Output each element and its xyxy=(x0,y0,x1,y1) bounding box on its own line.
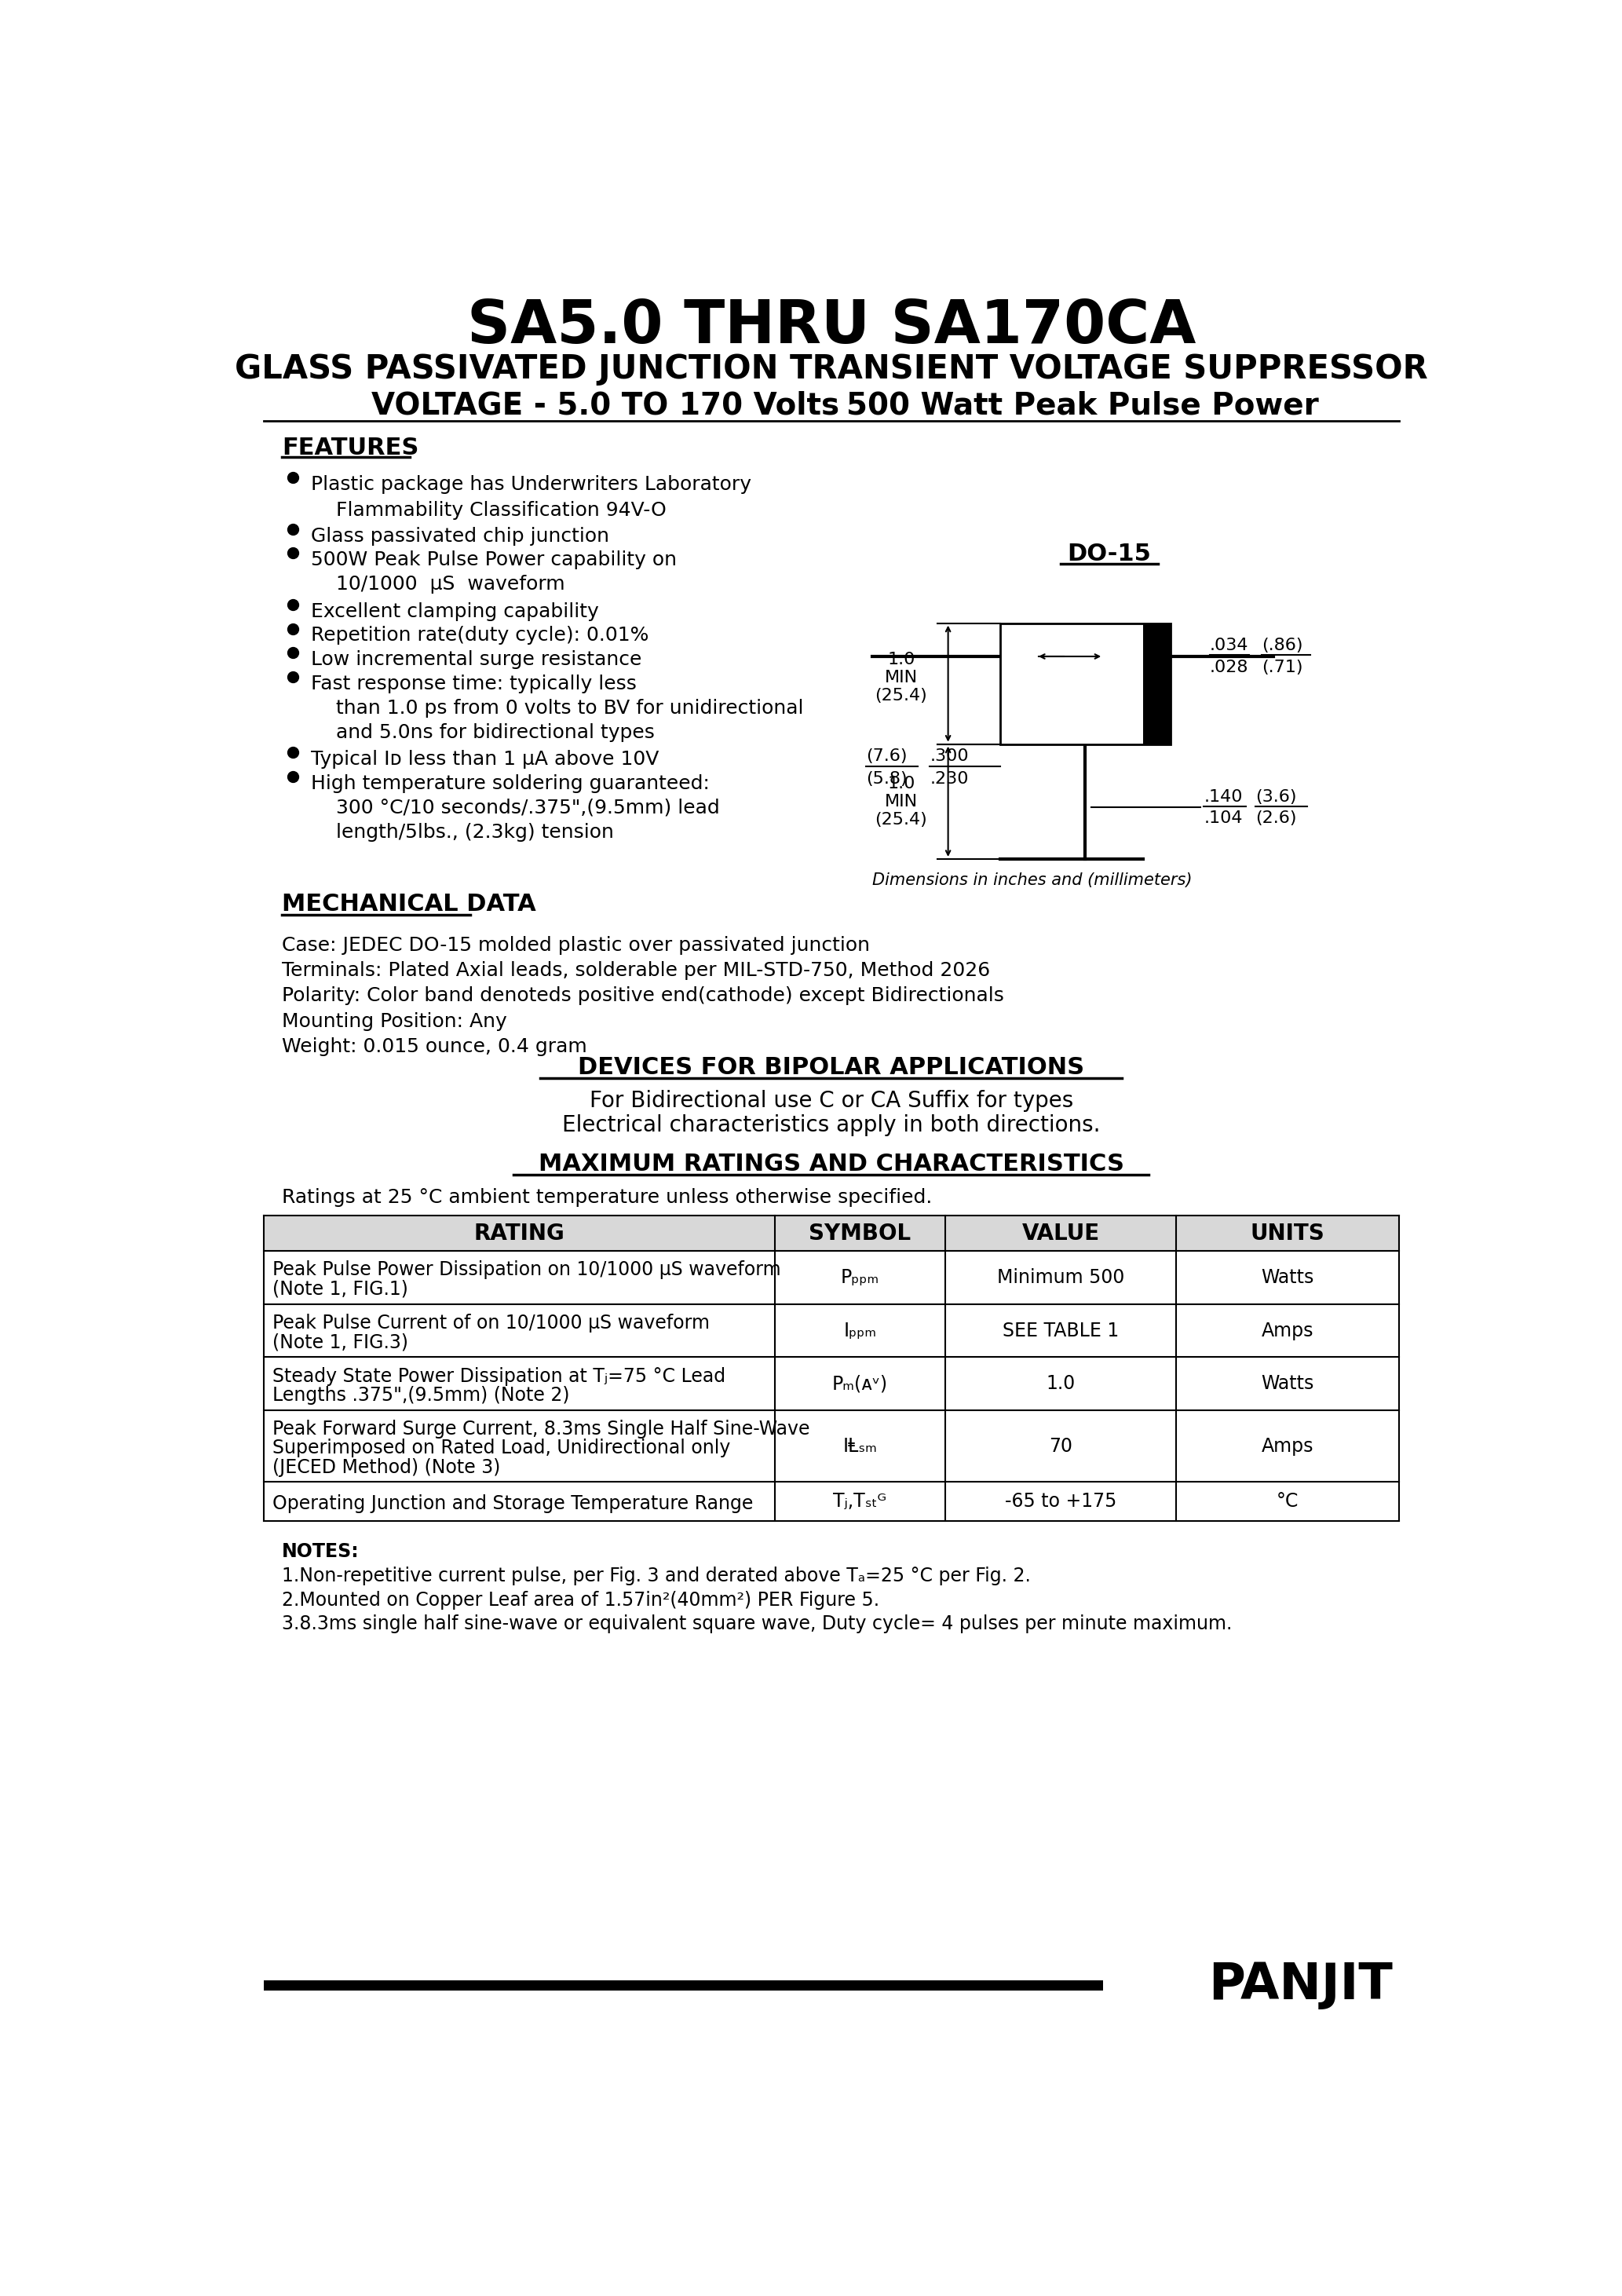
Bar xyxy=(1144,622,1169,744)
Text: .140: .140 xyxy=(1204,790,1242,804)
Text: .230: .230 xyxy=(929,771,968,788)
Text: -65 to +175: -65 to +175 xyxy=(1004,1492,1116,1511)
Text: Watts: Watts xyxy=(1262,1375,1314,1394)
Text: Amps: Amps xyxy=(1262,1437,1314,1456)
Text: 70: 70 xyxy=(1049,1437,1072,1456)
Text: Amps: Amps xyxy=(1262,1320,1314,1341)
Text: Mounting Position: Any: Mounting Position: Any xyxy=(282,1013,508,1031)
Text: (5.8): (5.8) xyxy=(866,771,907,788)
Bar xyxy=(264,1215,1398,1251)
Text: (7.6): (7.6) xyxy=(866,748,907,765)
Text: Peak Pulse Power Dissipation on 10/1000 µS waveform: Peak Pulse Power Dissipation on 10/1000 … xyxy=(272,1261,782,1279)
Text: .034: .034 xyxy=(1210,638,1249,654)
Bar xyxy=(999,622,1169,744)
Text: .028: .028 xyxy=(1210,659,1249,675)
Text: 2.Mounted on Copper Leaf area of 1.57in²(40mm²) PER Figure 5.: 2.Mounted on Copper Leaf area of 1.57in²… xyxy=(282,1591,879,1609)
Text: (.71): (.71) xyxy=(1262,659,1302,675)
Text: °C: °C xyxy=(1277,1492,1299,1511)
Text: and 5.0ns for bidirectional types: and 5.0ns for bidirectional types xyxy=(311,723,655,742)
Text: .300: .300 xyxy=(929,748,968,765)
Text: Glass passivated chip junction: Glass passivated chip junction xyxy=(311,528,610,546)
Text: SA5.0 THRU SA170CA: SA5.0 THRU SA170CA xyxy=(467,298,1195,356)
Text: VALUE: VALUE xyxy=(1022,1221,1100,1244)
Text: RATING: RATING xyxy=(474,1221,564,1244)
Text: 3.8.3ms single half sine-wave or equivalent square wave, Duty cycle= 4 pulses pe: 3.8.3ms single half sine-wave or equival… xyxy=(282,1614,1233,1635)
Text: Pₘ(ᴀᵛ): Pₘ(ᴀᵛ) xyxy=(832,1375,887,1394)
Text: Operating Junction and Storage Temperature Range: Operating Junction and Storage Temperatu… xyxy=(272,1495,754,1513)
Text: Watts: Watts xyxy=(1262,1267,1314,1286)
Text: Case: JEDEC DO-15 molded plastic over passivated junction: Case: JEDEC DO-15 molded plastic over pa… xyxy=(282,937,869,955)
Text: (2.6): (2.6) xyxy=(1255,810,1296,827)
Text: (.86): (.86) xyxy=(1262,638,1302,654)
Text: Flammability Classification 94V-O: Flammability Classification 94V-O xyxy=(311,501,667,519)
Text: 1.Non-repetitive current pulse, per Fig. 3 and derated above Tₐ=25 °C per Fig. 2: 1.Non-repetitive current pulse, per Fig.… xyxy=(282,1566,1030,1584)
Text: (Note 1, FIG.1): (Note 1, FIG.1) xyxy=(272,1279,409,1300)
Text: IⱠₛₘ: IⱠₛₘ xyxy=(843,1437,878,1456)
Text: 10/1000  µS  waveform: 10/1000 µS waveform xyxy=(311,574,564,595)
Text: 500 Watt Peak Pulse Power: 500 Watt Peak Pulse Power xyxy=(847,390,1319,420)
Text: Peak Pulse Current of on 10/1000 µS waveform: Peak Pulse Current of on 10/1000 µS wave… xyxy=(272,1313,710,1332)
Text: 1.0: 1.0 xyxy=(1046,1375,1075,1394)
Text: Excellent clamping capability: Excellent clamping capability xyxy=(311,602,599,620)
Text: GLASS PASSIVATED JUNCTION TRANSIENT VOLTAGE SUPPRESSOR: GLASS PASSIVATED JUNCTION TRANSIENT VOLT… xyxy=(235,354,1427,386)
Text: Dimensions in inches and (millimeters): Dimensions in inches and (millimeters) xyxy=(873,872,1192,889)
Text: Superimposed on Rated Load, Unidirectional only: Superimposed on Rated Load, Unidirection… xyxy=(272,1440,732,1458)
Text: MAXIMUM RATINGS AND CHARACTERISTICS: MAXIMUM RATINGS AND CHARACTERISTICS xyxy=(539,1153,1124,1176)
Text: High temperature soldering guaranteed:: High temperature soldering guaranteed: xyxy=(311,774,710,792)
Text: For Bidirectional use C or CA Suffix for types: For Bidirectional use C or CA Suffix for… xyxy=(589,1091,1074,1111)
Text: Steady State Power Dissipation at Tⱼ=75 °C Lead: Steady State Power Dissipation at Tⱼ=75 … xyxy=(272,1366,725,1387)
Text: Plastic package has Underwriters Laboratory: Plastic package has Underwriters Laborat… xyxy=(311,475,751,494)
Text: (Note 1, FIG.3): (Note 1, FIG.3) xyxy=(272,1334,409,1352)
Text: Typical Iᴅ less than 1 µA above 10V: Typical Iᴅ less than 1 µA above 10V xyxy=(311,751,659,769)
Text: 300 °C/10 seconds/.375",(9.5mm) lead: 300 °C/10 seconds/.375",(9.5mm) lead xyxy=(311,799,720,817)
Text: SEE TABLE 1: SEE TABLE 1 xyxy=(1002,1320,1119,1341)
Text: than 1.0 ps from 0 volts to BV for unidirectional: than 1.0 ps from 0 volts to BV for unidi… xyxy=(311,698,803,719)
Text: Low incremental surge resistance: Low incremental surge resistance xyxy=(311,650,642,668)
Text: Iₚₚₘ: Iₚₚₘ xyxy=(843,1320,876,1341)
Text: Electrical characteristics apply in both directions.: Electrical characteristics apply in both… xyxy=(563,1114,1100,1137)
Text: Peak Forward Surge Current, 8.3ms Single Half Sine-Wave: Peak Forward Surge Current, 8.3ms Single… xyxy=(272,1419,809,1437)
Text: VOLTAGE - 5.0 TO 170 Volts: VOLTAGE - 5.0 TO 170 Volts xyxy=(371,390,839,420)
Text: (3.6): (3.6) xyxy=(1255,790,1296,804)
Text: (JECED Method) (Note 3): (JECED Method) (Note 3) xyxy=(272,1458,501,1476)
Text: 1.0
MIN
(25.4): 1.0 MIN (25.4) xyxy=(874,776,928,827)
Text: Ratings at 25 °C ambient temperature unless otherwise specified.: Ratings at 25 °C ambient temperature unl… xyxy=(282,1187,933,1208)
Text: NOTES:: NOTES: xyxy=(282,1543,360,1561)
Text: Polarity: Color band denoteds positive end(cathode) except Bidirectionals: Polarity: Color band denoteds positive e… xyxy=(282,987,1004,1006)
Text: SYMBOL: SYMBOL xyxy=(809,1221,912,1244)
Text: Pₚₚₘ: Pₚₚₘ xyxy=(840,1267,879,1286)
Text: MECHANICAL DATA: MECHANICAL DATA xyxy=(282,893,535,916)
Bar xyxy=(264,1981,1103,1991)
Text: Lengths .375",(9.5mm) (Note 2): Lengths .375",(9.5mm) (Note 2) xyxy=(272,1387,569,1405)
Text: Tⱼ,Tₛₜᴳ: Tⱼ,Tₛₜᴳ xyxy=(834,1492,887,1511)
Text: 500W Peak Pulse Power capability on: 500W Peak Pulse Power capability on xyxy=(311,551,676,569)
Text: 1.0
MIN
(25.4): 1.0 MIN (25.4) xyxy=(874,652,928,703)
Text: Minimum 500: Minimum 500 xyxy=(998,1267,1124,1286)
Text: DEVICES FOR BIPOLAR APPLICATIONS: DEVICES FOR BIPOLAR APPLICATIONS xyxy=(577,1056,1085,1079)
Text: UNITS: UNITS xyxy=(1251,1221,1325,1244)
Text: FEATURES: FEATURES xyxy=(282,436,418,459)
Text: Repetition rate(duty cycle): 0.01%: Repetition rate(duty cycle): 0.01% xyxy=(311,627,649,645)
Text: Weight: 0.015 ounce, 0.4 gram: Weight: 0.015 ounce, 0.4 gram xyxy=(282,1038,587,1056)
Text: .104: .104 xyxy=(1204,810,1242,827)
Text: length/5lbs., (2.3kg) tension: length/5lbs., (2.3kg) tension xyxy=(311,822,615,843)
Text: PANJIT: PANJIT xyxy=(1208,1961,1393,2009)
Text: Fast response time: typically less: Fast response time: typically less xyxy=(311,675,637,693)
Text: DO-15: DO-15 xyxy=(1067,542,1152,565)
Text: Terminals: Plated Axial leads, solderable per MIL-STD-750, Method 2026: Terminals: Plated Axial leads, solderabl… xyxy=(282,962,989,980)
